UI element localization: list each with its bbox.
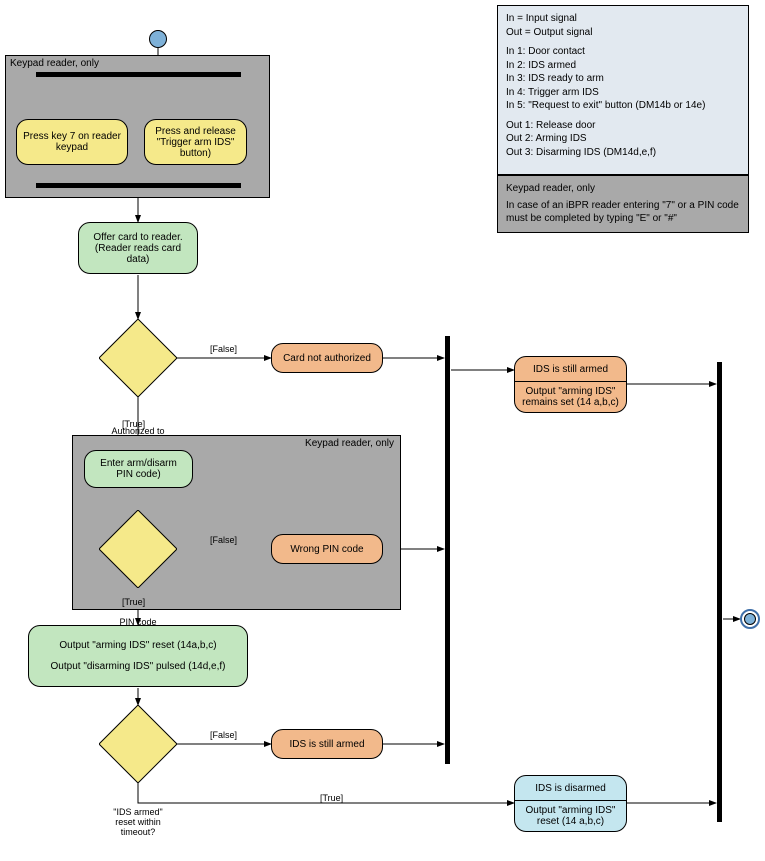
legend-line: In 4: Trigger arm IDS <box>506 86 740 100</box>
legend-line: In 5: "Request to exit" button (DM14b or… <box>506 99 740 113</box>
node-press-key7: Press key 7 on reader keypad <box>16 119 128 165</box>
node-card-not-auth: Card not authorized <box>271 343 383 373</box>
end-node <box>740 609 760 629</box>
node-text: Output "arming IDS" reset (14 a,b,c) <box>521 805 620 827</box>
label-false: [False] <box>210 535 237 545</box>
start-node <box>149 30 167 48</box>
node-text: Press and release "Trigger arm IDS" butt… <box>151 126 240 159</box>
legend-line: In 1: Door contact <box>506 45 740 59</box>
node-text: Offer card to reader. (Reader reads card… <box>85 232 191 265</box>
node-ids-disarmed: IDS is disarmed <box>514 775 627 801</box>
label-true: [True] <box>320 793 343 803</box>
merge-bar-left <box>445 336 450 764</box>
legend-line: In = Input signal <box>506 12 740 26</box>
join-bar-top <box>36 183 241 188</box>
node-text: Press key 7 on reader keypad <box>23 131 121 153</box>
node-text: Wrong PIN code <box>290 544 363 555</box>
decision-pin: PIN code correct? <box>99 510 177 588</box>
node-text: Card not authorized <box>283 353 371 364</box>
legend-signals: In = Input signal Out = Output signal In… <box>497 5 749 175</box>
region-label: Keypad reader, only <box>305 438 394 449</box>
legend-line: Out 3: Disarming IDS (DM14d,e,f) <box>506 146 740 160</box>
diamond-text: "IDS armed" reset within timeout? <box>99 783 177 861</box>
node-offer-card: Offer card to reader. (Reader reads card… <box>78 222 198 274</box>
legend-line: Out = Output signal <box>506 26 740 40</box>
region-label: Keypad reader, only <box>10 58 99 69</box>
legend-line: In 3: IDS ready to arm <box>506 72 740 86</box>
legend-line: In 2: IDS armed <box>506 59 740 73</box>
node-text: Enter arm/disarm PIN code) <box>91 458 186 480</box>
label-false: [False] <box>210 730 237 740</box>
legend-line: Out 1: Release door <box>506 119 740 133</box>
decision-authorized: Authorized to disarm IDS? <box>99 319 177 397</box>
node-wrong-pin: Wrong PIN code <box>271 534 383 564</box>
node-ids-still-armed-bottom: IDS is still armed <box>271 729 383 759</box>
node-press-trigger: Press and release "Trigger arm IDS" butt… <box>144 119 247 165</box>
node-output-reset-final: Output "arming IDS" reset (14 a,b,c) <box>514 800 627 832</box>
label-true: [True] <box>122 419 145 429</box>
label-false: [False] <box>210 344 237 354</box>
node-text: IDS is disarmed <box>535 783 606 794</box>
node-output-reset: Output "arming IDS" reset (14a,b,c) Outp… <box>28 625 248 687</box>
legend-text: In case of an iBPR reader entering "7" o… <box>506 199 740 226</box>
node-output-remains-set: Output "arming IDS" remains set (14 a,b,… <box>514 381 627 413</box>
merge-bar-right <box>717 362 722 822</box>
legend-keypad-note: Keypad reader, only In case of an iBPR r… <box>497 175 749 233</box>
node-line2: Output "disarming IDS" pulsed (14d,e,f) <box>51 661 226 672</box>
node-enter-pin: Enter arm/disarm PIN code) <box>84 450 193 488</box>
legend-title: Keypad reader, only <box>506 182 740 196</box>
decision-timeout: "IDS armed" reset within timeout? <box>99 705 177 783</box>
fork-bar-top <box>36 72 241 77</box>
node-line1: Output "arming IDS" reset (14a,b,c) <box>59 640 216 651</box>
node-text: Output "arming IDS" remains set (14 a,b,… <box>521 386 620 408</box>
flowchart-container: Keypad reader, only Press key 7 on reade… <box>0 0 765 833</box>
node-text: IDS is still armed <box>533 364 608 375</box>
node-ids-still-armed-top: IDS is still armed <box>514 356 627 382</box>
node-text: IDS is still armed <box>289 739 364 750</box>
label-true: [True] <box>122 597 145 607</box>
legend-line: Out 2: Arming IDS <box>506 132 740 146</box>
